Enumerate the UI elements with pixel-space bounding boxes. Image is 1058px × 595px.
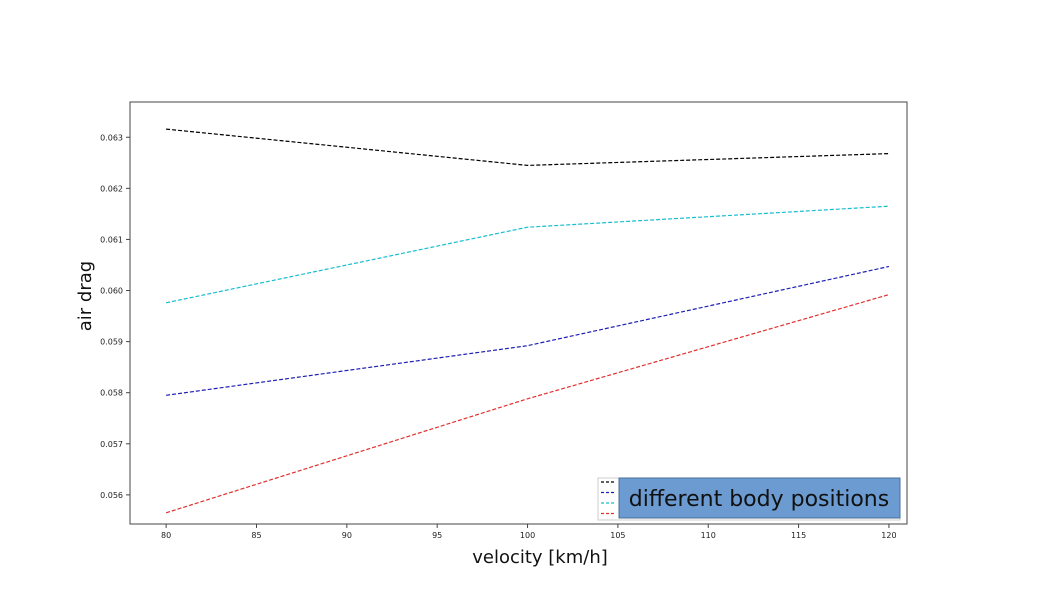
plot-area xyxy=(129,101,908,525)
x-tick-label: 100 xyxy=(520,531,535,540)
x-axis-ticks: 80 85 90 95 100 105 110 115 120 xyxy=(161,524,897,540)
series-lines xyxy=(165,128,890,514)
y-tick-label: 0.063 xyxy=(100,133,123,142)
x-tick-label: 105 xyxy=(610,531,625,540)
x-tick-label: 90 xyxy=(342,531,352,540)
y-tick-label: 0.060 xyxy=(100,287,123,296)
x-axis-title: velocity [km/h] xyxy=(472,547,608,568)
y-tick-label: 0.057 xyxy=(100,440,123,449)
legend: different body positions xyxy=(597,477,901,521)
y-tick-label: 0.061 xyxy=(100,235,123,244)
y-axis-title: air drag xyxy=(75,261,96,331)
y-axis-ticks: 0.056 0.057 0.058 0.059 0.060 0.061 0.062 0.063 xyxy=(100,133,130,500)
series-line-4 xyxy=(165,294,890,514)
legend-title: different body positions xyxy=(629,487,889,512)
x-tick-label: 115 xyxy=(791,531,806,540)
x-tick-label: 80 xyxy=(161,531,171,540)
x-tick-label: 110 xyxy=(701,531,716,540)
legend-title-box xyxy=(618,477,901,519)
legend-entries xyxy=(601,481,615,515)
x-tick-label: 85 xyxy=(251,531,261,540)
y-tick-label: 0.062 xyxy=(100,184,123,193)
series-line-1 xyxy=(166,128,889,167)
series-line-3 xyxy=(165,205,889,304)
y-tick-label: 0.059 xyxy=(100,338,123,347)
x-tick-label: 95 xyxy=(432,531,442,540)
x-tick-label: 120 xyxy=(881,531,896,540)
y-tick-label: 0.056 xyxy=(100,491,123,500)
y-tick-label: 0.058 xyxy=(100,389,123,398)
series-line-2 xyxy=(166,265,890,396)
